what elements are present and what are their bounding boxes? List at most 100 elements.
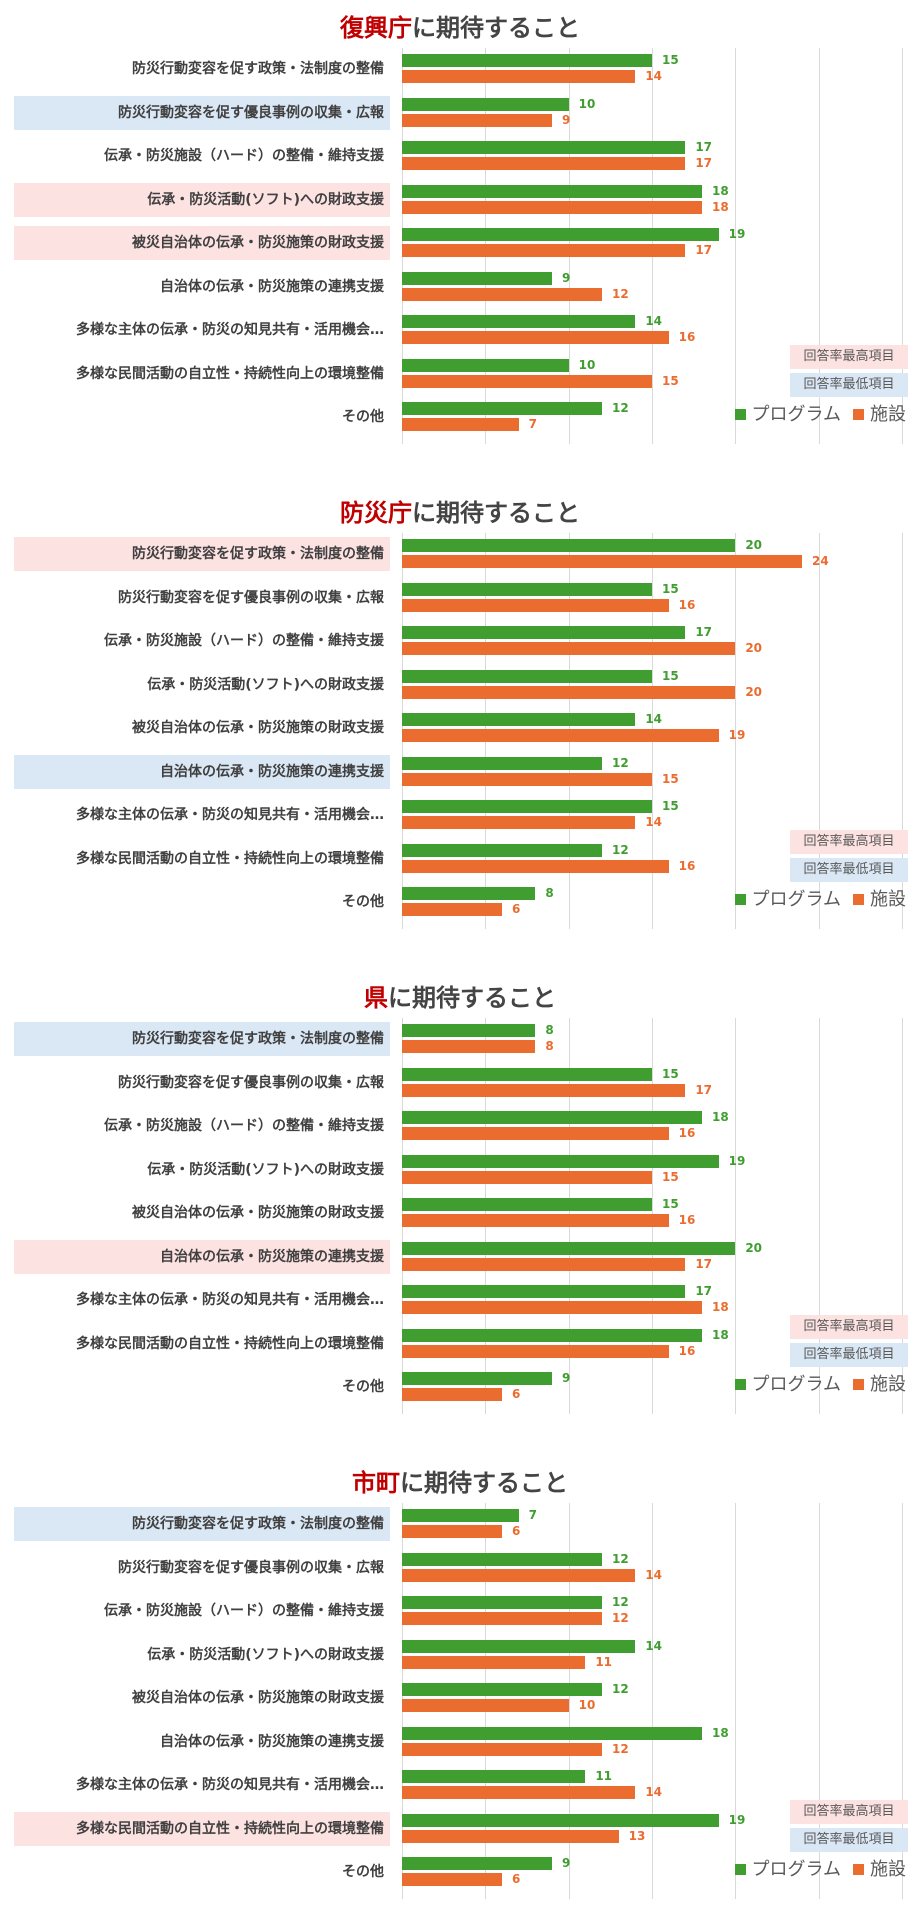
program-bar [402, 1639, 636, 1653]
facility-swatch-icon [853, 894, 864, 905]
gridline [818, 1018, 820, 1414]
facility-bar [402, 70, 636, 83]
category-label: その他 [342, 894, 384, 910]
program-value-label: 19 [728, 1153, 746, 1168]
program-value-label: 17 [695, 140, 713, 154]
chart-title-accent: 復興庁 [340, 14, 412, 42]
legend-program-label: プログラム [751, 1859, 841, 1880]
chart-2: 防災庁に期待すること 防災行動変容を促す政策・法制度の整備 20 24 防災行動変容を促… [0, 485, 920, 965]
facility-bar [402, 1301, 702, 1314]
program-bar [402, 1726, 702, 1740]
program-bar [402, 1596, 602, 1609]
program-value-label: 8 [545, 1023, 554, 1037]
series-legend: プログラム 施設 [723, 400, 906, 426]
chart-title-rest: に期待すること [388, 984, 556, 1012]
category-label: 防災行動変容を促す政策・法制度の整備 [132, 61, 384, 77]
category-label: 防災行動変容を促す優良事例の収集・広報 [14, 95, 390, 130]
facility-value-label: 6 [512, 1387, 521, 1401]
gridline [652, 1503, 653, 1899]
category-label: 自治体の伝承・防災施策の連携支援 [160, 278, 384, 295]
facility-value-label: 12 [612, 1611, 629, 1625]
facility-value-label: 24 [812, 554, 829, 568]
program-value-label: 20 [745, 1240, 763, 1255]
facility-value-label: 17 [695, 1082, 713, 1097]
program-bar [402, 315, 636, 328]
chart-title-accent: 県 [364, 984, 388, 1012]
program-bar [402, 1154, 719, 1168]
program-value-label: 12 [612, 1551, 629, 1566]
facility-value-label: 11 [595, 1654, 613, 1669]
legend-program-label: プログラム [751, 404, 841, 425]
program-value-label: 20 [745, 538, 763, 552]
facility-bar [402, 1568, 636, 1582]
gridline [818, 533, 820, 929]
facility-value-label: 18 [712, 1300, 729, 1314]
program-bar [402, 582, 652, 596]
facility-value-label: 9 [562, 112, 571, 127]
category-label: 伝承・防災活動(ソフト)への財政支援 [14, 182, 390, 217]
series-legend: プログラム 施設 [723, 885, 906, 911]
facility-value-label: 6 [512, 1524, 521, 1538]
program-value-label: 19 [728, 227, 746, 241]
program-bar [402, 887, 536, 900]
facility-bar [402, 555, 802, 568]
facility-bar [402, 200, 702, 214]
program-bar [402, 1241, 736, 1255]
facility-bar [402, 374, 652, 388]
legend-facility-label: 施設 [870, 1374, 906, 1395]
category-label: 自治体の伝承・防災施策の連携支援 [14, 1239, 390, 1274]
program-bar [402, 1024, 536, 1037]
chart-3: 県に期待すること 防災行動変容を促す政策・法制度の整備 8 8 防災行動変容を促す優良事… [0, 970, 920, 1450]
facility-bar [402, 1040, 536, 1053]
program-bar [402, 1552, 602, 1566]
category-label: 被災自治体の伝承・防災施策の財政支援 [132, 1205, 384, 1221]
category-label: 多様な主体の伝承・防災の知見共有・活用機会… [76, 1777, 384, 1793]
legend-lowest-item: 回答率最低項目 [790, 372, 908, 397]
program-value-label: 12 [612, 842, 629, 857]
facility-bar [402, 729, 719, 742]
facility-bar [402, 287, 602, 301]
category-label: 防災行動変容を促す優良事例の収集・広報 [118, 1559, 384, 1576]
category-label: 多様な民間活動の自立性・持続性向上の環境整備 [76, 850, 384, 867]
facility-bar [402, 1525, 502, 1538]
gridline [735, 1503, 737, 1899]
program-bar [402, 1111, 702, 1124]
legend-lowest-item: 回答率最低項目 [790, 1827, 908, 1852]
program-bar [402, 1067, 652, 1081]
program-value-label: 15 [662, 799, 679, 813]
chart-title-rest: に期待すること [412, 499, 580, 527]
program-bar [402, 1813, 719, 1827]
gridline [735, 48, 737, 444]
chart-title-accent: 防災庁 [340, 499, 412, 527]
category-label: 伝承・防災施設（ハード）の整備・維持支援 [104, 148, 384, 164]
category-label: 防災行動変容を促す政策・法制度の整備 [14, 1507, 390, 1541]
facility-bar [402, 1873, 502, 1886]
facility-value-label: 14 [645, 1785, 663, 1799]
program-value-label: 17 [695, 1284, 713, 1298]
program-bar [402, 539, 736, 552]
facility-bar [402, 1083, 686, 1097]
program-bar [402, 1509, 519, 1522]
facility-value-label: 14 [645, 815, 663, 829]
facility-value-label: 14 [645, 1567, 663, 1582]
facility-bar [402, 1655, 586, 1669]
program-bar [402, 271, 552, 285]
program-value-label: 7 [528, 1508, 538, 1522]
category-label: 防災行動変容を促す政策・法制度の整備 [14, 537, 390, 571]
facility-bar [402, 1612, 602, 1625]
facility-value-label: 12 [612, 1741, 629, 1756]
category-label: 自治体の伝承・防災施策の連携支援 [14, 754, 390, 789]
facility-value-label: 16 [678, 858, 696, 873]
chart-title: 復興庁に期待すること [0, 8, 920, 43]
facility-bar [402, 418, 519, 431]
facility-bar [402, 1786, 636, 1799]
category-label: 多様な主体の伝承・防災の知見共有・活用機会… [76, 322, 384, 338]
category-label: 伝承・防災施設（ハード）の整備・維持支援 [104, 1118, 384, 1134]
legend-facility-label: 施設 [870, 1859, 906, 1880]
legend-program-label: プログラム [751, 889, 841, 910]
facility-value-label: 15 [662, 373, 679, 388]
program-value-label: 9 [562, 1856, 571, 1870]
series-legend: プログラム 施設 [723, 1370, 906, 1396]
program-bar [402, 228, 719, 241]
facility-value-label: 20 [745, 641, 763, 655]
